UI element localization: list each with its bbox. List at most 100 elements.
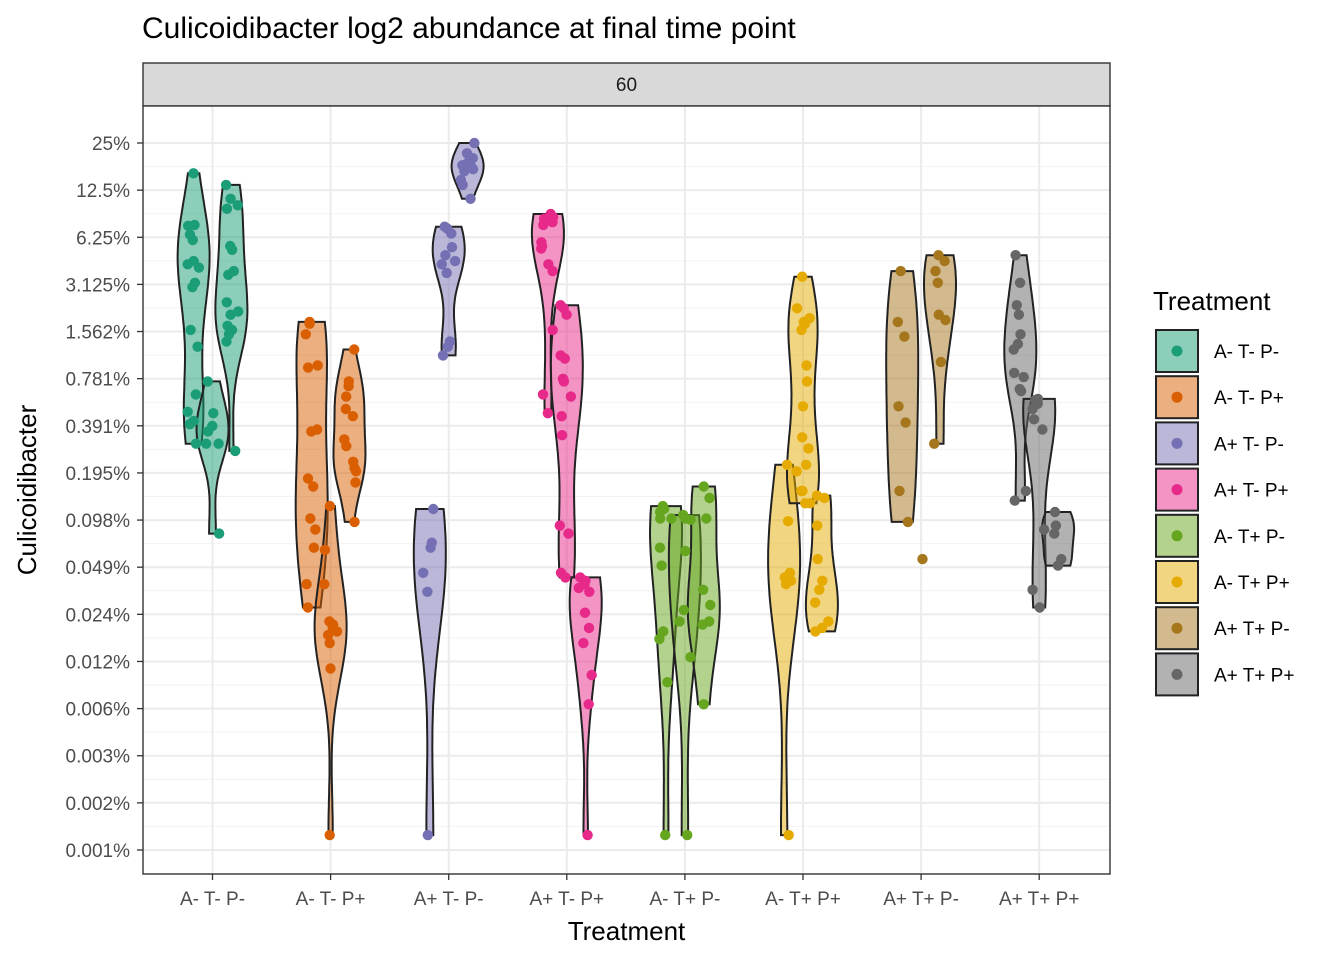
data-point-a-t-p (304, 318, 315, 329)
data-point-a-t-p (302, 473, 314, 484)
data-point-a-t-p (190, 389, 201, 400)
data-point-a-t-p (324, 500, 336, 512)
data-point-a-t-p (797, 401, 809, 412)
data-point-a-t-p (1049, 528, 1060, 539)
data-point-a-t-p (232, 200, 243, 211)
data-point-a-t-p (803, 443, 814, 454)
data-point-a-t-p (791, 303, 803, 314)
y-tick-label: 0.781% (66, 370, 131, 391)
data-point-a-t-p (428, 503, 439, 515)
y-tick-label: 0.391% (66, 417, 131, 438)
plot-panel-border (142, 105, 1111, 875)
data-point-a-t-p (185, 324, 196, 336)
y-tick-label: 0.012% (66, 652, 131, 673)
x-axis-title: Treatment (568, 916, 686, 946)
data-point-a-t-p (536, 243, 547, 254)
data-point-a-t-p (782, 516, 794, 527)
data-point-a-t-p (542, 408, 553, 419)
legend-item-a-t-p: A- T+ P+ (1155, 560, 1290, 604)
data-point-a-t-p (193, 262, 205, 273)
chart-title: Culicoidibacter log2 abundance at final … (142, 12, 796, 45)
data-point-a-t-p (302, 602, 314, 613)
data-point-a-t-p (583, 622, 595, 634)
data-point-a-t-p (340, 403, 351, 415)
data-point-a-t-p (182, 259, 193, 270)
x-tick-label-a-t-p: A- T- P- (180, 889, 245, 910)
legend-key-point (1171, 391, 1183, 403)
data-point-a-t-p (791, 466, 802, 477)
data-point-a-t-p (655, 513, 666, 524)
data-point-a-t-p (940, 314, 951, 326)
data-point-a-t-p (561, 309, 572, 320)
data-point-a-t-p (446, 242, 458, 253)
data-point-a-t-p (935, 356, 947, 368)
data-point-a-t-p (678, 604, 689, 616)
data-point-a-t-p (1011, 300, 1022, 311)
data-point-a-t-p (319, 579, 330, 590)
data-point-a-t-p (780, 579, 792, 590)
data-point-a-t-p (796, 324, 807, 336)
x-tick-label-a-t-p: A- T- P+ (296, 889, 366, 910)
data-point-a-t-p (1009, 367, 1020, 379)
data-point-a-t-p (547, 324, 558, 336)
y-tick-label: 0.024% (66, 605, 131, 626)
data-point-a-t-p (1050, 520, 1062, 531)
data-point-a-t-p (801, 360, 812, 371)
x-tick-label-a-t-p: A- T+ P- (649, 889, 720, 910)
data-point-a-t-p (698, 481, 709, 492)
data-point-a-t-p (226, 244, 238, 255)
data-point-a-t-p (812, 553, 823, 565)
data-point-a-t-p (556, 411, 567, 422)
data-point-a-t-p (559, 353, 570, 364)
data-point-a-t-p (666, 513, 677, 524)
y-tick-label: 0.049% (66, 558, 131, 579)
data-point-a-t-p (939, 255, 950, 267)
data-point-a-t-p (349, 516, 360, 528)
data-point-a-t-p (810, 626, 821, 637)
data-point-a-t-p (347, 411, 359, 422)
legend-label: A+ T- P- (1214, 434, 1284, 455)
data-point-a-t-p (899, 331, 910, 342)
data-point-a-t-p (697, 619, 708, 630)
data-point-a-t-p (1052, 560, 1064, 571)
data-point-a-t-p (797, 485, 808, 497)
violin-a-t-p-1 (176, 172, 211, 445)
data-point-a-t-p (440, 250, 451, 261)
data-point-a-t-p (814, 584, 825, 595)
violin-a-t-p-2 (786, 275, 820, 505)
data-point-a-t-p (893, 401, 904, 412)
x-tick-label-a-t-p: A- T+ P+ (765, 889, 841, 910)
legend-item-a-t-p: A+ T+ P- (1155, 606, 1290, 651)
data-point-a-t-p (341, 391, 352, 402)
data-point-a-t-p (350, 477, 361, 488)
data-point-a-t-p (331, 626, 343, 637)
data-point-a-t-p (801, 376, 813, 387)
data-point-a-t-p (558, 376, 570, 387)
data-point-a-t-p (225, 193, 236, 204)
data-point-a-t-p (324, 829, 335, 841)
legend-key (1155, 560, 1199, 604)
data-point-a-t-p (202, 426, 214, 437)
data-point-a-t-p (220, 179, 232, 191)
data-point-a-t-p (213, 438, 224, 449)
data-point-a-t-p (221, 203, 233, 214)
data-point-a-t-p (319, 544, 331, 556)
y-tick-label: 0.098% (66, 511, 131, 532)
data-point-a-t-p (698, 584, 709, 595)
x-tick-label-a-t-p: A+ T+ P+ (999, 889, 1079, 910)
violin-a-t-p-3 (686, 485, 721, 706)
data-point-a-t-p (932, 277, 943, 288)
data-point-a-t-p (1027, 584, 1038, 595)
data-point-a-t-p (586, 669, 597, 681)
data-point-a-t-p (192, 341, 203, 352)
data-point-a-t-p (1013, 309, 1025, 320)
data-point-a-t-p (1037, 424, 1048, 435)
data-point-a-t-p (705, 599, 716, 611)
data-point-a-t-p (183, 220, 194, 231)
data-points (182, 137, 1067, 841)
data-point-a-t-p (584, 586, 595, 597)
data-point-a-t-p (308, 481, 319, 492)
data-point-a-t-p (662, 677, 673, 688)
y-tick-label: 1.562% (66, 323, 131, 344)
legend-key (1155, 329, 1199, 373)
